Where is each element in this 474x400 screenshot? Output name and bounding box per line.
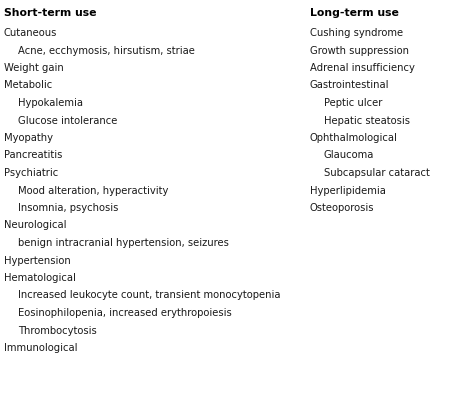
Text: Hypokalemia: Hypokalemia xyxy=(18,98,83,108)
Text: Pancreatitis: Pancreatitis xyxy=(4,150,63,160)
Text: Hepatic steatosis: Hepatic steatosis xyxy=(324,116,410,126)
Text: Cutaneous: Cutaneous xyxy=(4,28,57,38)
Text: Growth suppression: Growth suppression xyxy=(310,46,409,56)
Text: Metabolic: Metabolic xyxy=(4,80,52,90)
Text: Peptic ulcer: Peptic ulcer xyxy=(324,98,383,108)
Text: benign intracranial hypertension, seizures: benign intracranial hypertension, seizur… xyxy=(18,238,229,248)
Text: Cushing syndrome: Cushing syndrome xyxy=(310,28,403,38)
Text: Adrenal insufficiency: Adrenal insufficiency xyxy=(310,63,415,73)
Text: Myopathy: Myopathy xyxy=(4,133,53,143)
Text: Weight gain: Weight gain xyxy=(4,63,64,73)
Text: Hematological: Hematological xyxy=(4,273,76,283)
Text: Insomnia, psychosis: Insomnia, psychosis xyxy=(18,203,118,213)
Text: Eosinophilopenia, increased erythropoiesis: Eosinophilopenia, increased erythropoies… xyxy=(18,308,232,318)
Text: Gastrointestinal: Gastrointestinal xyxy=(310,80,390,90)
Text: Glaucoma: Glaucoma xyxy=(324,150,374,160)
Text: Psychiatric: Psychiatric xyxy=(4,168,58,178)
Text: Acne, ecchymosis, hirsutism, striae: Acne, ecchymosis, hirsutism, striae xyxy=(18,46,195,56)
Text: Increased leukocyte count, transient monocytopenia: Increased leukocyte count, transient mon… xyxy=(18,290,281,300)
Text: Glucose intolerance: Glucose intolerance xyxy=(18,116,118,126)
Text: Osteoporosis: Osteoporosis xyxy=(310,203,374,213)
Text: Long-term use: Long-term use xyxy=(310,8,399,18)
Text: Thrombocytosis: Thrombocytosis xyxy=(18,326,97,336)
Text: Mood alteration, hyperactivity: Mood alteration, hyperactivity xyxy=(18,186,168,196)
Text: Short-term use: Short-term use xyxy=(4,8,97,18)
Text: Immunological: Immunological xyxy=(4,343,78,353)
Text: Ophthalmological: Ophthalmological xyxy=(310,133,398,143)
Text: Subcapsular cataract: Subcapsular cataract xyxy=(324,168,430,178)
Text: Hyperlipidemia: Hyperlipidemia xyxy=(310,186,386,196)
Text: Neurological: Neurological xyxy=(4,220,66,230)
Text: Hypertension: Hypertension xyxy=(4,256,71,266)
